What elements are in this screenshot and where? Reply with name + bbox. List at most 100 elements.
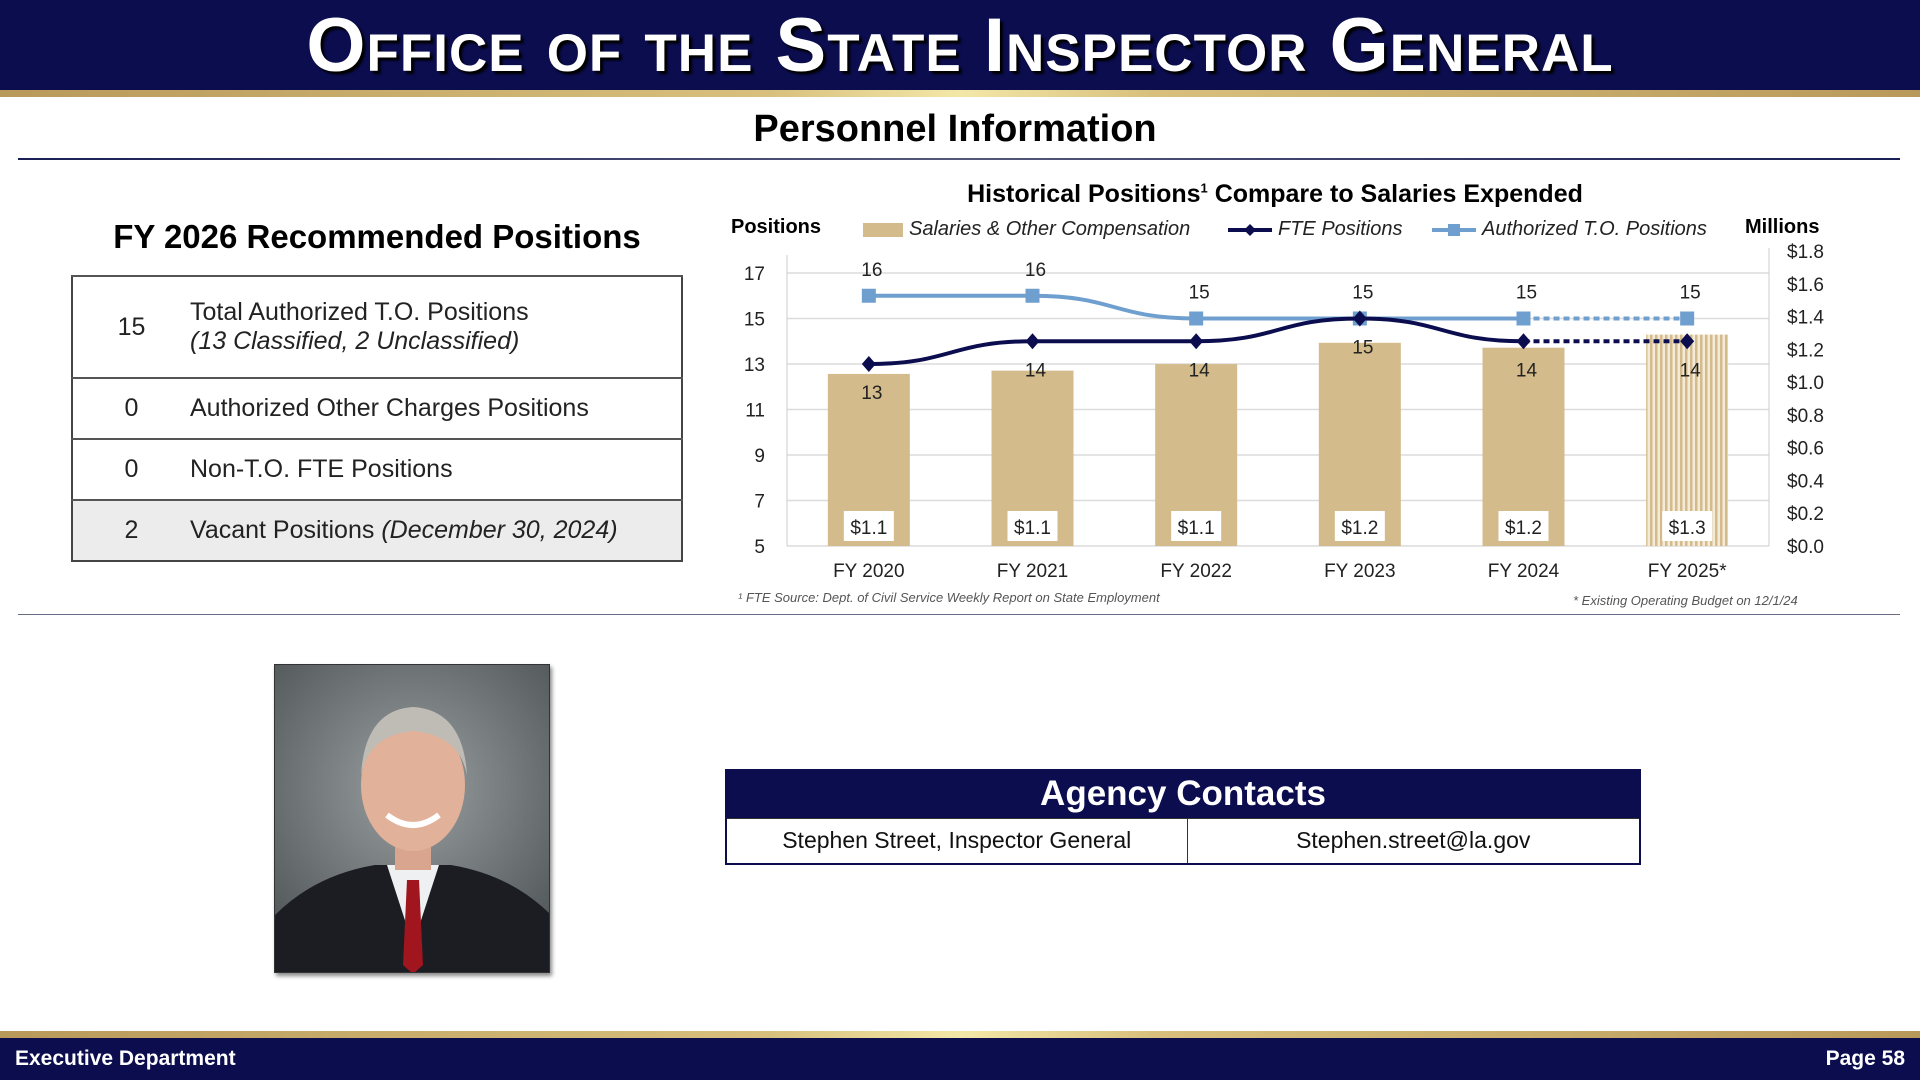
authorized-data-label: 16 [1025, 260, 1046, 281]
x-tick-label: FY 2025* [1648, 561, 1727, 582]
left-tick-label: 13 [744, 355, 765, 376]
authorized-data-label: 15 [1352, 283, 1373, 304]
table-row: 2 Vacant Positions (December 30, 2024) [72, 499, 682, 561]
chart-title: Historical Positions1 Compare to Salarie… [720, 180, 1830, 209]
gold-divider [0, 90, 1920, 97]
square-marker [1189, 311, 1204, 326]
table-row: 0 Authorized Other Charges Positions [72, 377, 682, 439]
legend-authorized: Authorized T.O. Positions [1432, 218, 1707, 241]
salary-bar [1646, 334, 1729, 546]
divider [18, 614, 1900, 615]
diamond-marker [1025, 333, 1040, 350]
bar-data-label: $1.1 [1178, 518, 1215, 539]
agency-contacts-heading: Agency Contacts [726, 770, 1640, 818]
legend-salaries: Salaries & Other Compensation [863, 218, 1190, 241]
fte-data-label: 14 [1680, 360, 1702, 381]
legend-swatch [863, 222, 903, 237]
x-tick-label: FY 2021 [997, 561, 1068, 582]
page-number: Page 58 [1825, 1047, 1905, 1070]
square-marker [1025, 288, 1040, 303]
left-tick-label: 9 [754, 446, 765, 467]
fte-data-label: 13 [861, 383, 882, 404]
header-title: Office of the State Inspector General [306, 2, 1614, 88]
diamond-marker [1352, 310, 1367, 327]
table-row: 0 Non-T.O. FTE Positions [72, 438, 682, 500]
bar-label-box [1662, 511, 1713, 541]
position-note: (13 Classified, 2 Unclassified) [190, 327, 520, 355]
position-count: 2 [72, 499, 190, 561]
square-marker [861, 288, 876, 303]
position-label: Vacant Positions [190, 516, 382, 544]
authorized-data-label: 15 [1189, 283, 1210, 304]
position-note: (December 30, 2024) [381, 516, 618, 544]
authorized-data-label: 16 [861, 260, 882, 281]
left-tick-label: 17 [744, 264, 765, 285]
positions-heading: FY 2026 Recommended Positions [113, 218, 641, 255]
right-axis-title: Millions [1745, 216, 1820, 238]
right-tick-label: $0.6 [1787, 439, 1824, 460]
diamond-marker [1189, 333, 1204, 350]
contact-name: Stephen Street, Inspector General [725, 817, 1188, 865]
page-title: Personnel Information [753, 108, 1157, 150]
bar-label-box [1498, 511, 1549, 541]
position-count: 15 [72, 275, 190, 378]
bar-data-label: $1.1 [1014, 518, 1051, 539]
x-tick-label: FY 2020 [833, 561, 904, 582]
portrait-image [275, 707, 549, 972]
right-tick-label: $0.8 [1787, 406, 1824, 427]
gold-divider [0, 1031, 1920, 1038]
position-count: 0 [72, 438, 190, 500]
authorized-data-label: 15 [1516, 283, 1537, 304]
right-tick-label: $0.0 [1787, 537, 1824, 558]
legend-square-icon [1432, 223, 1476, 236]
left-tick-label: 7 [754, 492, 765, 513]
position-label: Authorized Other Charges Positions [190, 377, 682, 439]
square-marker [1516, 311, 1531, 326]
fte-data-label: 14 [1189, 360, 1211, 381]
footer: Executive Department Page 58 [0, 1038, 1920, 1080]
right-tick-label: $0.4 [1787, 471, 1824, 492]
inspector-general-photo [274, 664, 550, 973]
diamond-marker [861, 356, 876, 372]
agency-contacts-table: Agency Contacts Stephen Street, Inspecto… [725, 769, 1641, 865]
position-count: 0 [72, 377, 190, 439]
divider [18, 158, 1900, 160]
footnote-source: ¹ FTE Source: Dept. of Civil Service Wee… [738, 590, 1160, 605]
left-tick-label: 11 [745, 401, 765, 422]
left-axis-title: Positions [731, 216, 822, 238]
fte-data-label: 14 [1516, 360, 1538, 381]
left-tick-label: 5 [754, 537, 765, 558]
fte-data-label: 14 [1025, 360, 1047, 381]
chart-title-text: Historical Positions [967, 180, 1201, 208]
bar-data-label: $1.2 [1341, 518, 1378, 539]
diamond-marker [1680, 333, 1695, 350]
right-tick-label: $1.6 [1787, 275, 1824, 296]
x-tick-label: FY 2023 [1324, 561, 1395, 582]
right-tick-label: $0.2 [1787, 504, 1824, 525]
x-tick-label: FY 2024 [1488, 561, 1560, 582]
legend-label: Authorized T.O. Positions [1482, 218, 1707, 240]
footnote-budget: * Existing Operating Budget on 12/1/24 [1573, 593, 1798, 608]
right-tick-label: $1.4 [1787, 308, 1824, 329]
right-tick-label: $1.2 [1787, 340, 1824, 361]
fte-data-label: 15 [1352, 338, 1373, 359]
bar-data-label: $1.2 [1505, 518, 1542, 539]
authorized-data-label: 15 [1680, 283, 1701, 304]
position-label: Total Authorized T.O. Positions [190, 298, 529, 326]
chart-title-sup: 1 [1200, 180, 1208, 196]
legend-diamond-icon [1228, 223, 1272, 236]
positions-table: 15 Total Authorized T.O. Positions (13 Cla… [71, 275, 683, 562]
bar-data-label: $1.1 [850, 518, 887, 539]
right-tick-label: $1.0 [1787, 373, 1824, 394]
bar-label-box [1171, 511, 1222, 541]
position-label: Non-T.O. FTE Positions [190, 438, 682, 500]
legend-label: FTE Positions [1278, 218, 1403, 240]
right-tick-label: $1.8 [1787, 242, 1824, 263]
contact-email[interactable]: Stephen.street@la.gov [1186, 817, 1641, 865]
legend-label: Salaries & Other Compensation [909, 218, 1191, 240]
table-row: 15 Total Authorized T.O. Positions (13 Cla… [72, 275, 682, 378]
square-marker [1680, 311, 1695, 326]
diamond-marker [1516, 333, 1531, 350]
bar-label-box [843, 511, 894, 541]
